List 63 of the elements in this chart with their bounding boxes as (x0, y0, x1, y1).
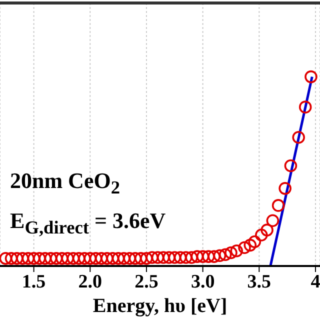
point (244, 238, 257, 252)
point (190, 250, 204, 263)
point (202, 250, 215, 263)
point (255, 228, 268, 242)
point (278, 182, 292, 195)
x-tick-label: 3.5 (247, 271, 272, 292)
point (224, 246, 238, 260)
point (284, 159, 298, 172)
point (298, 100, 312, 114)
point (213, 249, 226, 262)
annotation: 20nm CeO$_{2}$ (10, 168, 120, 198)
point (16, 252, 29, 265)
point (72, 252, 86, 265)
point (230, 244, 244, 258)
point (38, 252, 52, 265)
annotation: E$_{G,direct}$ = 3.6eV (10, 208, 166, 238)
point (174, 251, 187, 264)
point (66, 252, 80, 265)
point (260, 224, 274, 236)
point (134, 252, 148, 265)
point (292, 130, 305, 144)
point (185, 251, 198, 264)
point (4, 252, 18, 265)
point (61, 252, 74, 265)
point (44, 252, 58, 265)
point (248, 235, 262, 248)
x-tick-label: 2.5 (134, 271, 158, 292)
point (106, 252, 120, 265)
point (272, 199, 285, 212)
point (27, 252, 40, 265)
x-tick-label: 3.0 (190, 271, 215, 292)
x-axis-title: Energy, hυ [eV] (92, 295, 228, 317)
point (146, 251, 159, 264)
point (140, 252, 153, 265)
point (196, 250, 210, 263)
point (89, 252, 102, 265)
point (95, 252, 108, 265)
x-tick-label: 1.5 (22, 271, 46, 292)
point (33, 252, 46, 265)
point (78, 252, 91, 265)
point (100, 252, 114, 265)
x-tick-label: 4 (310, 271, 320, 292)
point (50, 252, 63, 265)
point (10, 252, 24, 265)
point (123, 252, 136, 265)
point (0, 252, 12, 265)
point (180, 251, 192, 264)
point (266, 214, 280, 227)
point (156, 251, 170, 264)
point (112, 252, 125, 265)
point (128, 252, 142, 265)
point (22, 252, 35, 265)
point (56, 252, 68, 265)
x-tick-label: 2.0 (78, 271, 102, 292)
point (118, 252, 130, 265)
point (208, 250, 220, 263)
point (304, 70, 318, 84)
point (84, 252, 97, 265)
point (162, 251, 176, 264)
point (238, 241, 251, 254)
point (218, 248, 232, 262)
point (168, 251, 182, 264)
point (151, 251, 164, 264)
